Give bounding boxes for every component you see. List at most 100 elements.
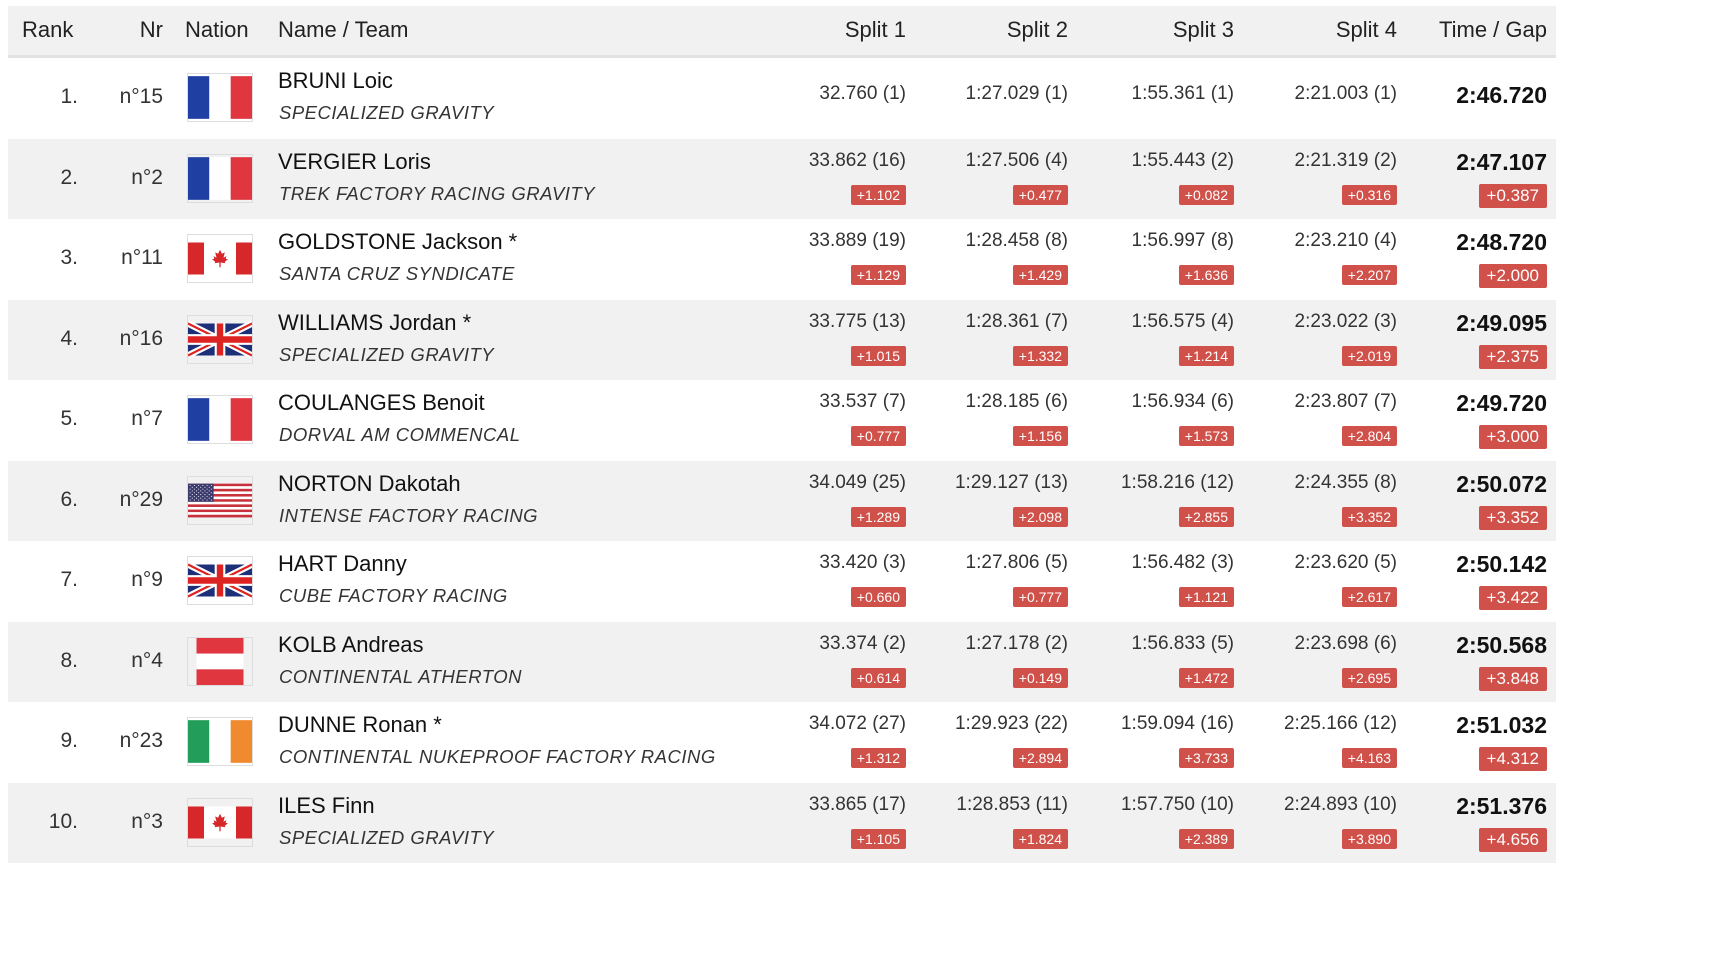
split-4-time: 2:24.355 (8) — [1294, 471, 1397, 493]
split-2-time: 1:27.506 (4) — [965, 149, 1068, 171]
nation-flag-icon — [188, 557, 252, 604]
table-row[interactable]: 5. n°7 COULANGES Benoit DORVAL AM COMMENCAL… — [8, 380, 1556, 461]
split-4-gap-badge: +2.804 — [1341, 426, 1397, 446]
split-4-time: 2:21.319 (2) — [1294, 149, 1397, 171]
split-1-gap-badge: +0.660 — [850, 587, 906, 607]
finish-gap-badge: +4.312 — [1478, 747, 1547, 771]
split-3-gap-badge: +1.573 — [1178, 426, 1234, 446]
split-1-time: 33.865 (17) — [808, 793, 906, 815]
table-row[interactable]: 6. n°29 NORTON Dakotah INTENSE FACTORY RACI… — [8, 460, 1556, 541]
header-name-team[interactable]: Name / Team — [278, 17, 409, 42]
table-row[interactable]: 9. n°23 DUNNE Ronan * CONTINENTAL NUKEPROOF… — [8, 702, 1556, 783]
split-2-gap-badge: +1.429 — [1012, 265, 1068, 285]
bib-number-cell: n°9 — [131, 568, 163, 591]
finish-gap-badge: +3.352 — [1478, 505, 1547, 530]
split-3-gap-badge: +1.214 — [1178, 345, 1234, 366]
split-2-gap-badge: +0.777 — [1012, 587, 1068, 607]
split-3-time: 1:56.833 (5) — [1131, 632, 1234, 654]
split-4-time: 2:24.893 (10) — [1283, 793, 1397, 815]
bib-number-cell: n°4 — [131, 648, 163, 672]
table-row[interactable]: 8. n°4 KOLB Andreas CONTINENTAL ATHERTON 33.… — [8, 621, 1556, 702]
split-3-time: 1:58.216 (12) — [1120, 471, 1234, 493]
header-split-1[interactable]: Split 1 — [844, 17, 906, 42]
rider-name[interactable]: NORTON Dakotah — [278, 470, 461, 496]
finish-gap-badge: +3.000 — [1478, 425, 1547, 449]
split-2-gap-badge: +0.149 — [1012, 667, 1068, 688]
table-row[interactable]: 7. n°9 HART Danny CUBE FACTORY RACING 33.420… — [8, 541, 1556, 622]
table-header: Rank Nr Nation Name / Team Split 1 Split… — [8, 6, 1556, 58]
split-4-gap-badge: +3.352 — [1341, 506, 1397, 527]
rider-name[interactable]: COULANGES Benoit — [278, 390, 485, 415]
rank-cell: 7. — [60, 568, 78, 591]
table-row[interactable]: 4. n°16 WILLIAMS Jordan * SPECIALIZED GRAVI… — [8, 299, 1556, 380]
rider-name[interactable]: VERGIER Loris — [278, 148, 431, 174]
rider-name[interactable]: WILLIAMS Jordan * — [278, 309, 472, 335]
nation-flag-icon — [188, 396, 252, 443]
split-1-gap-badge: +1.105 — [850, 828, 906, 849]
finish-gap-badge: +3.422 — [1478, 586, 1547, 610]
bib-number-cell: n°29 — [119, 487, 163, 511]
bib-number-cell: n°11 — [121, 246, 163, 269]
rider-name[interactable]: GOLDSTONE Jackson * — [278, 229, 518, 254]
split-4-time: 2:23.022 (3) — [1294, 310, 1397, 332]
split-3-time: 1:56.997 (8) — [1131, 230, 1234, 251]
nation-flag-icon — [188, 316, 252, 363]
team-name: SPECIALIZED GRAVITY — [279, 826, 495, 848]
rider-name[interactable]: BRUNI Loic — [278, 68, 393, 93]
bib-number-cell: n°2 — [131, 165, 163, 189]
finish-gap-badge: +2.375 — [1478, 344, 1547, 369]
split-4-gap-badge: +2.207 — [1341, 265, 1397, 285]
header-time-gap[interactable]: Time / Gap — [1439, 17, 1547, 42]
header-nation[interactable]: Nation — [185, 17, 249, 42]
bib-number-cell: n°16 — [119, 326, 163, 350]
rider-name[interactable]: HART Danny — [278, 551, 407, 576]
finish-time: 2:48.720 — [1456, 229, 1547, 255]
finish-time: 2:49.720 — [1456, 390, 1547, 416]
split-3-gap-badge: +2.389 — [1178, 828, 1234, 849]
header-split-2[interactable]: Split 2 — [1006, 17, 1068, 42]
split-1-time: 33.420 (3) — [819, 552, 906, 573]
split-4-time: 2:23.698 (6) — [1294, 632, 1397, 654]
header-split-3[interactable]: Split 3 — [1172, 17, 1234, 42]
bib-number-cell: n°15 — [119, 85, 163, 108]
rank-cell: 9. — [60, 729, 78, 752]
split-2-time: 1:27.029 (1) — [965, 83, 1068, 104]
header-nr[interactable]: Nr — [139, 17, 163, 42]
split-4-time: 2:21.003 (1) — [1294, 83, 1397, 104]
team-name: INTENSE FACTORY RACING — [279, 504, 539, 526]
table-row[interactable]: 3. n°11 GOLDSTONE Jackson * SANTA CRUZ SYND… — [8, 219, 1556, 300]
split-4-gap-badge: +3.890 — [1341, 828, 1397, 849]
finish-gap-badge: +4.656 — [1478, 827, 1547, 852]
split-3-time: 1:56.934 (6) — [1131, 391, 1234, 412]
rider-name[interactable]: ILES Finn — [278, 792, 375, 818]
split-1-time: 33.862 (16) — [808, 149, 906, 171]
split-1-gap-badge: +1.015 — [850, 345, 906, 366]
rank-cell: 4. — [60, 326, 78, 350]
nation-flag-icon — [188, 477, 252, 524]
header-rank[interactable]: Rank — [22, 17, 74, 42]
table-row[interactable]: 2. n°2 VERGIER Loris TREK FACTORY RACING GR… — [8, 138, 1556, 219]
header-split-4[interactable]: Split 4 — [1335, 17, 1397, 42]
team-name: CONTINENTAL ATHERTON — [279, 665, 522, 687]
table-row[interactable]: 1. n°15 BRUNI Loic SPECIALIZED GRAVITY 32.76… — [8, 58, 1556, 139]
bib-number-cell: n°7 — [131, 407, 163, 430]
finish-time: 2:47.107 — [1456, 148, 1547, 175]
rank-cell: 3. — [60, 246, 78, 269]
finish-time: 2:50.568 — [1456, 631, 1547, 658]
rank-cell: 5. — [60, 407, 78, 430]
split-4-time: 2:25.166 (12) — [1283, 713, 1397, 734]
split-4-time: 2:23.620 (5) — [1294, 552, 1397, 573]
split-4-gap-badge: +4.163 — [1341, 748, 1397, 768]
split-1-time: 33.889 (19) — [808, 230, 906, 251]
finish-gap-badge: +0.387 — [1478, 183, 1547, 208]
rider-name[interactable]: DUNNE Ronan * — [278, 712, 442, 737]
split-1-gap-badge: +0.614 — [850, 667, 906, 688]
split-3-gap-badge: +1.472 — [1178, 667, 1234, 688]
table-row[interactable]: 10. n°3 ILES Finn SPECIALIZED GRAVITY 33.865… — [8, 782, 1556, 863]
nation-flag-icon — [188, 637, 252, 685]
nation-flag-icon — [188, 718, 252, 765]
split-2-time: 1:28.458 (8) — [965, 230, 1068, 251]
rank-cell: 10. — [48, 809, 78, 833]
rider-name[interactable]: KOLB Andreas — [278, 631, 424, 657]
split-1-gap-badge: +1.129 — [850, 265, 906, 285]
